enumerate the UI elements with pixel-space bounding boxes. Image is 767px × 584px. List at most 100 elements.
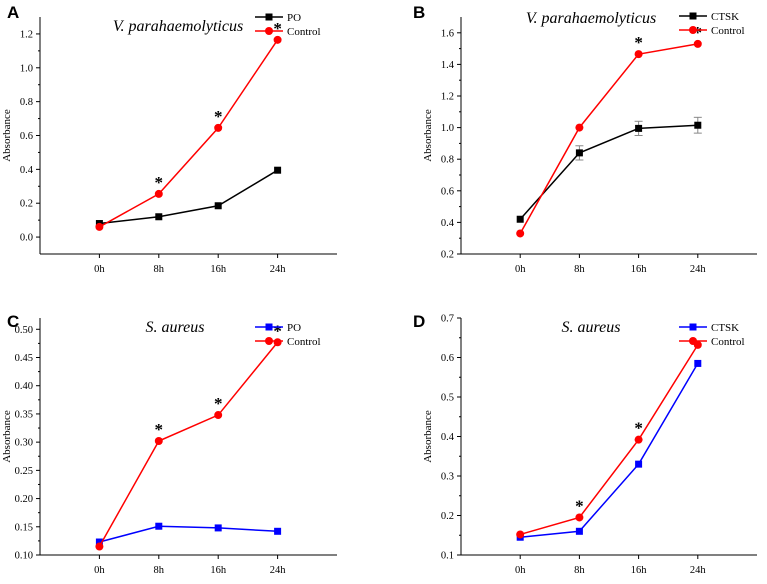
y-tick-label: 1.0 (441, 123, 454, 134)
significance-star: * (634, 419, 643, 438)
data-point-control (693, 39, 702, 48)
data-point-control (575, 123, 584, 132)
y-tick-label: 0.1 (441, 551, 454, 562)
legend-marker (265, 337, 273, 345)
legend-marker (689, 337, 697, 345)
legend-label: Control (711, 336, 745, 348)
panel-d: D S. aureus 0.1 0.2 0.3 0.4 0.5 0.6 0.7 0h 8h 16h 24… (413, 312, 757, 576)
x-tick-label: 0h (94, 565, 105, 576)
data-point-po (95, 538, 103, 546)
data-point-ctsk (516, 215, 524, 223)
series-line-po (99, 525, 278, 543)
data-point-po (274, 527, 282, 535)
y-tick-label: 0.6 (441, 353, 454, 364)
significance-star: * (155, 173, 164, 192)
legend-marker (689, 12, 697, 20)
data-point-control (634, 50, 643, 59)
significance-star: * (273, 321, 282, 340)
significance-star: * (575, 496, 584, 515)
y-tick-label: 0.4 (441, 432, 455, 443)
y-tick-label: 0.0 (20, 233, 33, 244)
chart-title: S. aureus (562, 319, 621, 336)
y-tick-label: 1.2 (441, 92, 454, 103)
significance-star: * (273, 19, 282, 38)
x-tick-label: 24h (270, 565, 287, 576)
data-point-ctsk (575, 149, 583, 157)
panel-b: B V. parahaemolyticus 0.2 0.4 0.6 0.8 1.0 1.2 1.… (413, 3, 757, 275)
data-point-control (214, 411, 223, 420)
y-tick-label: 1.6 (441, 28, 454, 39)
data-point-control (516, 229, 525, 238)
legend-label: PO (287, 322, 301, 334)
series-line-ctsk (519, 124, 698, 220)
y-tick-label: 0.4 (20, 165, 34, 176)
series-line-control (98, 341, 279, 547)
y-tick-label: 0.25 (15, 466, 33, 477)
panel-letter: A (7, 3, 19, 22)
data-point-control (516, 530, 525, 539)
chart-title: S. aureus (146, 319, 205, 336)
significance-star: * (694, 23, 703, 42)
y-tick-label: 0.2 (20, 199, 33, 210)
data-point-control (95, 542, 104, 551)
y-tick-label: 0.40 (15, 381, 33, 392)
x-tick-label: 24h (270, 264, 287, 275)
x-tick-label: 24h (690, 565, 707, 576)
y-tick-label: 0.15 (15, 522, 33, 533)
legend-label: PO (287, 12, 301, 24)
y-tick-label: 0.5 (441, 393, 454, 404)
panel-letter: B (413, 3, 425, 22)
y-tick-label: 0.2 (441, 511, 454, 522)
x-tick-label: 16h (210, 565, 227, 576)
x-tick-label: 16h (631, 565, 648, 576)
legend-label: Control (287, 336, 321, 348)
data-point-control (154, 189, 163, 198)
y-tick-label: 0.30 (15, 438, 33, 449)
data-point-po (214, 202, 222, 210)
panel-letter: D (413, 312, 425, 331)
y-axis-label: Absorbance (422, 109, 434, 162)
y-tick-label: 0.2 (441, 250, 454, 261)
series-line-po (99, 169, 278, 225)
chart-title: V. parahaemolyticus (526, 10, 656, 27)
legend-label: CTSK (711, 11, 739, 23)
legend-marker (265, 27, 273, 35)
significance-star: * (634, 33, 643, 52)
y-tick-label: 0.7 (441, 314, 454, 325)
x-tick-label: 0h (515, 264, 526, 275)
significance-star: * (214, 107, 223, 126)
y-tick-label: 0.45 (15, 353, 33, 364)
legend-marker (689, 26, 697, 34)
y-tick-label: 0.35 (15, 409, 33, 420)
data-point-ctsk (635, 460, 643, 468)
data-point-po (155, 213, 163, 221)
series-line-ctsk (520, 363, 699, 538)
data-point-ctsk (694, 121, 702, 129)
series-line-control (99, 39, 279, 228)
data-point-po (274, 166, 282, 174)
x-tick-label: 0h (515, 565, 526, 576)
y-tick-label: 0.3 (441, 472, 454, 483)
y-tick-label: 0.8 (441, 155, 454, 166)
data-point-ctsk (694, 359, 702, 367)
y-tick-label: 0.4 (441, 218, 455, 229)
data-point-control (154, 437, 163, 446)
data-point-ctsk (575, 527, 583, 535)
y-tick-label: 0.10 (15, 551, 33, 562)
legend-label: CTSK (711, 322, 739, 334)
x-tick-label: 16h (631, 264, 648, 275)
x-tick-label: 8h (154, 264, 165, 275)
y-tick-label: 1.2 (20, 29, 33, 40)
significance-star: * (214, 394, 223, 413)
y-tick-label: 0.50 (15, 325, 33, 336)
significance-star: * (155, 420, 164, 439)
x-tick-label: 24h (690, 264, 707, 275)
x-tick-label: 8h (574, 264, 585, 275)
legend-label: Control (711, 25, 745, 37)
y-axis-label: Absorbance (422, 410, 434, 463)
x-tick-label: 8h (154, 565, 165, 576)
legend-marker (265, 13, 273, 21)
data-point-ctsk (635, 124, 643, 132)
x-tick-label: 16h (210, 264, 227, 275)
y-axis-label: Absorbance (1, 410, 13, 463)
